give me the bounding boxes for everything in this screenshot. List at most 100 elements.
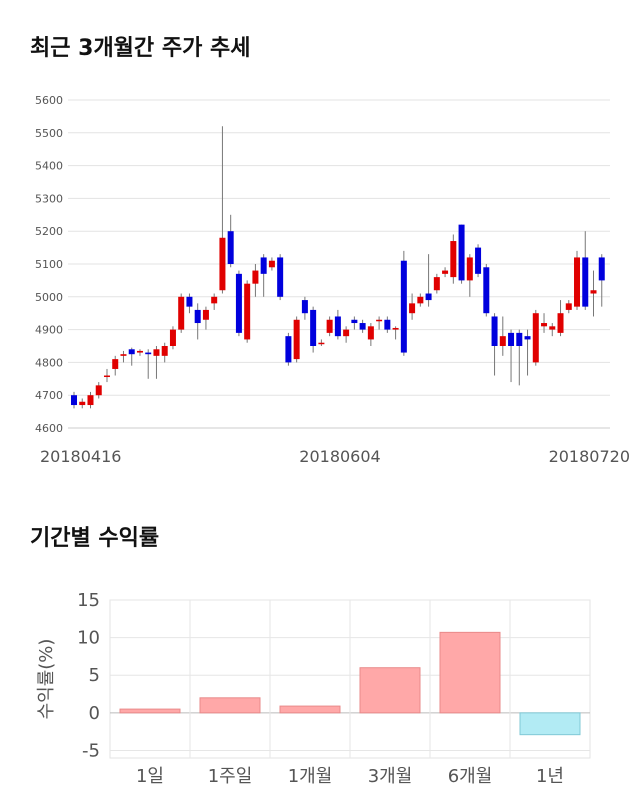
candle-body (153, 349, 160, 356)
candle-body (475, 247, 482, 274)
price-y-tick-label: 4800 (35, 356, 63, 369)
candle-body (277, 257, 284, 297)
bar-y-tick-label: 5 (89, 665, 100, 686)
return-bar (199, 697, 261, 714)
price-x-tick-label: 20180604 (299, 447, 380, 466)
candle-body (491, 316, 498, 346)
candle-body (598, 257, 605, 281)
candle-body (268, 260, 275, 268)
period-return-bar-chart: 15 10 5 0 -5 1일 1주일 1개월 3개월 6개월 1년 수익률(%) (36, 590, 591, 787)
candle-body (161, 346, 168, 356)
candle-body (120, 354, 127, 356)
candle-body (433, 277, 440, 291)
candle-body (202, 309, 209, 320)
price-y-tick-label: 5000 (35, 291, 63, 304)
candle-body (145, 352, 152, 355)
price-y-tick-label: 5200 (35, 225, 63, 238)
candle-body (301, 300, 308, 314)
price-y-tick-label: 5500 (35, 127, 63, 140)
candle-body (310, 309, 317, 346)
candle-body (343, 329, 350, 337)
candle-body (235, 273, 242, 333)
bar-y-tick-label: 15 (77, 590, 100, 611)
candle-body (508, 332, 515, 346)
candle-body (169, 329, 176, 346)
bar-category-label: 6개월 (448, 766, 493, 787)
return-bar (119, 708, 181, 714)
candle-body (219, 237, 226, 291)
candle-body (71, 395, 77, 406)
price-y-tick-label: 5600 (35, 94, 63, 107)
candlestick-chart: 4600 4700 4800 4900 5000 5100 5200 5300 5400 5500… (35, 94, 630, 466)
candle-body (326, 319, 333, 333)
price-x-tick-label: 20180416 (40, 447, 121, 466)
candle-body (359, 323, 366, 330)
candle-body (186, 296, 193, 307)
candle-body (136, 350, 143, 353)
candle-body (499, 336, 506, 346)
candle-body (178, 296, 185, 330)
price-x-tick-label: 20180720 (549, 447, 630, 466)
bar-category-label: 3개월 (368, 766, 413, 787)
candle-body (392, 327, 399, 330)
candle-body (582, 257, 589, 307)
candle-body (450, 241, 457, 278)
return-bar (519, 712, 581, 736)
candle-body (524, 336, 531, 340)
candle-body (227, 231, 234, 264)
candle-body (334, 316, 341, 337)
period-return-title: 기간별 수익률 (30, 526, 160, 551)
candle-body (103, 375, 110, 378)
candle-body (285, 336, 292, 363)
candle-body (516, 332, 523, 346)
candle-body (590, 290, 597, 294)
candle-body (557, 313, 564, 333)
candle-body (79, 401, 86, 406)
bar-y-tick-label: 10 (77, 628, 100, 649)
candle-body (483, 267, 490, 314)
price-y-tick-label: 4900 (35, 324, 63, 337)
return-bar (279, 705, 341, 714)
bar-y-tick-label: 0 (89, 703, 100, 724)
candle-body (549, 326, 556, 330)
price-y-tick-label: 5400 (35, 160, 63, 173)
bar-y-axis-label: 수익률(%) (36, 639, 57, 720)
candle-body (95, 385, 102, 396)
price-y-tick-label: 5300 (35, 192, 63, 205)
candle-body (318, 342, 325, 345)
candle-body (458, 224, 465, 281)
candle-body (384, 319, 391, 330)
candle-body (409, 303, 416, 314)
price-trend-title: 최근 3개월간 주가 추세 (30, 36, 251, 61)
bar-category-label: 1년 (536, 766, 564, 787)
candle-body (87, 395, 94, 406)
candle-body (252, 270, 259, 284)
price-y-tick-label: 5100 (35, 258, 63, 271)
bar-category-label: 1일 (136, 766, 164, 787)
candle-body (367, 326, 374, 340)
return-bar (359, 667, 421, 714)
bar-category-label: 1개월 (288, 766, 333, 787)
candle-body (565, 303, 572, 310)
candle-body (574, 257, 581, 307)
candle-body (442, 270, 449, 274)
candle-body (376, 319, 383, 322)
candle-body (541, 323, 548, 327)
candle-body (112, 359, 119, 369)
candle-body (532, 313, 539, 363)
price-y-tick-label: 4700 (35, 389, 63, 402)
candle-body (425, 293, 432, 301)
candle-body (293, 319, 300, 360)
candle-body (244, 283, 251, 340)
bar-y-tick-label: -5 (82, 740, 100, 761)
candle-body (194, 309, 201, 324)
candle-body (351, 319, 358, 324)
candle-body (128, 349, 135, 355)
candle-body (466, 257, 473, 281)
return-bar (439, 631, 501, 714)
candle-body (400, 260, 407, 353)
candle-body (417, 296, 424, 304)
candle-body (260, 257, 267, 274)
price-y-tick-label: 4600 (35, 422, 63, 435)
bar-category-label: 1주일 (208, 766, 253, 787)
